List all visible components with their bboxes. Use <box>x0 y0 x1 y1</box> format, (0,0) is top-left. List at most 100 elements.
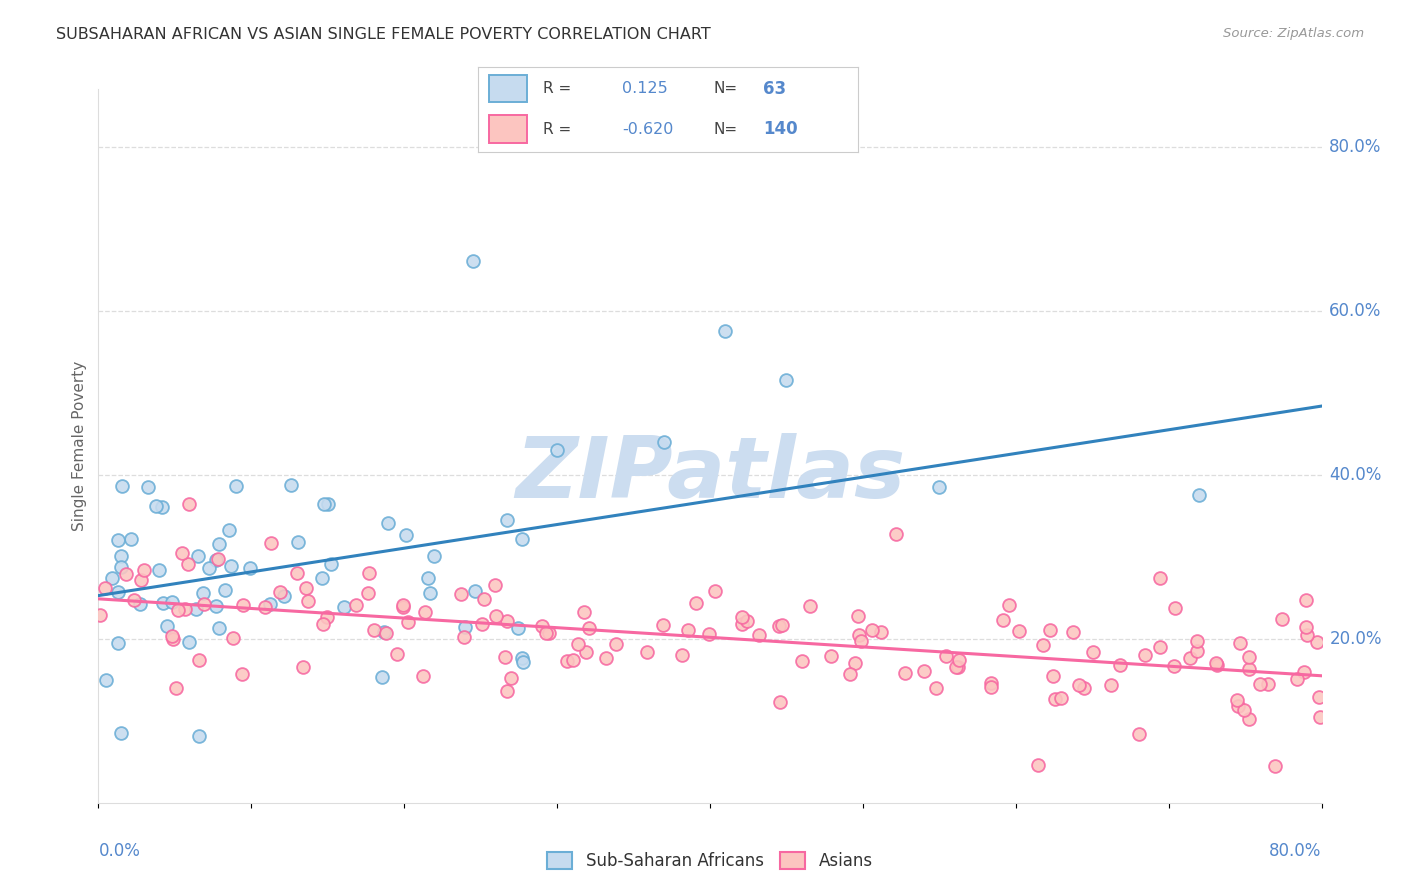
Point <box>297 594 319 608</box>
Point <box>870 624 893 639</box>
Text: 60.0%: 60.0% <box>1329 301 1382 319</box>
Point <box>332 599 354 614</box>
Text: 0.125: 0.125 <box>623 81 668 96</box>
Point <box>1149 640 1171 655</box>
Text: Source: ZipAtlas.com: Source: ZipAtlas.com <box>1223 27 1364 40</box>
Point <box>945 659 967 673</box>
Point <box>1073 681 1095 695</box>
Point <box>980 680 1002 694</box>
Point <box>531 618 554 632</box>
Point <box>214 582 236 597</box>
Point <box>1049 690 1071 705</box>
Point <box>1264 759 1286 773</box>
Point <box>208 621 231 635</box>
Point <box>176 557 198 571</box>
Point <box>714 324 737 338</box>
Point <box>269 585 291 599</box>
Point <box>110 726 132 740</box>
Point <box>111 479 134 493</box>
Point <box>1099 678 1122 692</box>
Text: R =: R = <box>543 121 571 136</box>
Point <box>884 527 907 541</box>
Point <box>844 656 866 670</box>
Point <box>846 609 869 624</box>
Point <box>207 551 229 566</box>
Point <box>412 668 434 682</box>
Point <box>1188 488 1211 502</box>
Text: N=: N= <box>713 121 738 136</box>
Point <box>537 626 560 640</box>
Point <box>555 654 578 668</box>
Point <box>1149 571 1171 585</box>
Point <box>1185 644 1208 658</box>
Point <box>193 597 215 611</box>
Point <box>344 598 367 612</box>
Point <box>894 666 917 681</box>
Y-axis label: Single Female Poverty: Single Female Poverty <box>72 361 87 531</box>
Point <box>122 593 145 607</box>
Point <box>534 626 557 640</box>
Point <box>652 617 675 632</box>
Point <box>315 610 337 624</box>
Point <box>280 478 302 492</box>
Point <box>453 630 475 644</box>
Point <box>218 524 240 538</box>
Text: 20.0%: 20.0% <box>1329 630 1382 648</box>
Point <box>319 557 342 571</box>
Point <box>472 591 495 606</box>
Point <box>567 637 589 651</box>
Point <box>496 615 519 629</box>
Point <box>652 434 675 449</box>
Point <box>1178 651 1201 665</box>
Point <box>1163 658 1185 673</box>
Text: 80.0%: 80.0% <box>1329 137 1382 155</box>
Point <box>485 609 508 624</box>
Point <box>697 626 720 640</box>
Point <box>676 623 699 637</box>
Point <box>357 566 380 580</box>
Point <box>148 564 170 578</box>
Text: 140: 140 <box>763 120 797 138</box>
Point <box>1042 669 1064 683</box>
Point <box>1185 633 1208 648</box>
Text: 0.0%: 0.0% <box>98 842 141 860</box>
Point <box>231 666 253 681</box>
Point <box>219 559 242 574</box>
Point <box>1237 712 1260 726</box>
Point <box>136 480 159 494</box>
Point <box>948 652 970 666</box>
Point <box>314 497 336 511</box>
Point <box>464 583 486 598</box>
Point <box>991 613 1014 627</box>
Point <box>110 549 132 563</box>
Point <box>152 596 174 610</box>
Text: ZIPatlas: ZIPatlas <box>515 433 905 516</box>
Point <box>89 608 111 623</box>
Point <box>636 645 658 659</box>
Point <box>1271 612 1294 626</box>
Point <box>253 599 276 614</box>
Point <box>1008 624 1031 638</box>
Point <box>685 596 707 610</box>
Point <box>373 624 395 639</box>
Point <box>839 666 862 681</box>
Point <box>731 616 754 631</box>
Point <box>418 571 440 585</box>
FancyBboxPatch shape <box>489 115 527 143</box>
Point <box>107 533 129 547</box>
Point <box>129 573 152 587</box>
Point <box>101 571 124 585</box>
Point <box>413 605 436 619</box>
Point <box>1309 710 1331 724</box>
Point <box>93 581 115 595</box>
Point <box>170 545 193 559</box>
Point <box>1043 692 1066 706</box>
FancyBboxPatch shape <box>489 75 527 103</box>
Point <box>605 637 627 651</box>
Point <box>107 585 129 599</box>
Point <box>197 561 219 575</box>
Point <box>1226 692 1249 706</box>
Point <box>225 479 247 493</box>
Point <box>512 656 534 670</box>
Point <box>287 535 309 549</box>
